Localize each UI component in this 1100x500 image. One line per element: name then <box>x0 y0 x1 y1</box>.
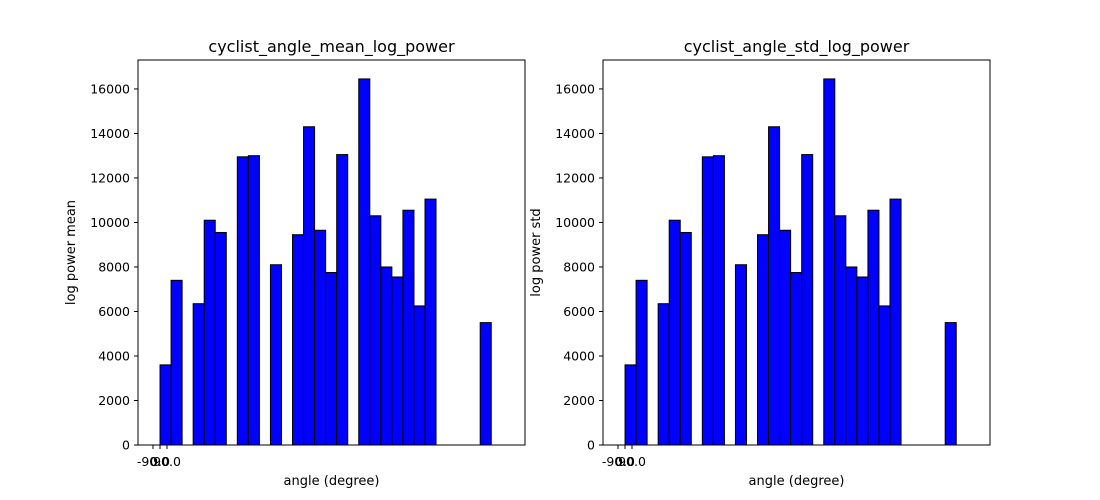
x-axis: -90.00.090.0 <box>602 445 646 469</box>
y-tick-label: 10000 <box>555 215 595 230</box>
y-tick-label: 12000 <box>90 170 130 185</box>
histogram-bar <box>944 322 957 446</box>
x-axis: -90.00.090.0 <box>137 445 181 469</box>
y-axis-label: log power mean <box>64 200 79 305</box>
x-axis-label: angle (degree) <box>749 474 845 489</box>
histogram-bar <box>358 78 371 446</box>
histogram-bar <box>269 264 282 446</box>
chart-title: cyclist_angle_std_log_power <box>684 37 910 57</box>
y-tick-label: 2000 <box>98 393 130 408</box>
histogram-bar <box>801 154 814 446</box>
histogram-bar <box>668 219 681 446</box>
histogram-bar <box>203 219 216 446</box>
histogram-bar <box>701 156 714 446</box>
bars <box>624 78 957 446</box>
histogram-bar <box>734 264 747 446</box>
y-tick-label: 12000 <box>555 170 595 185</box>
histogram-bar <box>790 272 803 446</box>
histogram-bar <box>624 364 637 446</box>
y-tick-label: 0 <box>587 438 595 453</box>
x-tick-label: 90.0 <box>153 454 181 469</box>
histogram-bar <box>159 364 172 446</box>
histogram-bar <box>823 78 836 446</box>
x-tick-label: -90.0 <box>137 454 169 469</box>
histogram-bar <box>757 234 770 446</box>
chart-std-log-power: cyclist_angle_std_log_power 0 2000 4000 6000… <box>529 37 991 489</box>
histogram-bar <box>369 215 382 446</box>
histogram-bar <box>303 126 316 446</box>
histogram-bar <box>214 231 227 446</box>
y-tick-label: 2000 <box>563 393 595 408</box>
histogram-bar <box>768 126 781 446</box>
histogram-bar <box>712 155 725 446</box>
chart-mean-log-power: cyclist_angle_mean_log_power 0 2000 4000 600… <box>64 37 526 489</box>
histogram-bar <box>889 198 902 446</box>
y-axis: 0 2000 4000 6000 8000 10000 12000 14000 16000 <box>90 81 138 453</box>
histogram-bar <box>236 156 249 446</box>
y-axis-label: log power std <box>529 208 544 296</box>
histogram-bar <box>635 279 648 446</box>
chart-title: cyclist_angle_mean_log_power <box>208 37 455 57</box>
y-axis: 0 2000 4000 6000 8000 10000 12000 14000 16000 <box>555 81 603 453</box>
x-tick-label: -90.0 <box>602 454 634 469</box>
histogram-bar <box>479 322 492 446</box>
y-tick-label: 14000 <box>555 126 595 141</box>
x-tick-label: 90.0 <box>618 454 646 469</box>
x-tick-label: 0.0 <box>615 454 635 469</box>
histogram-bar <box>845 266 858 446</box>
axes-frame <box>602 59 991 446</box>
axes-frame <box>137 59 526 446</box>
histogram-bar <box>192 303 205 446</box>
histogram-bar <box>292 234 305 446</box>
y-tick-label: 6000 <box>563 304 595 319</box>
histogram-bar <box>424 198 437 446</box>
y-tick-label: 16000 <box>90 81 130 96</box>
histogram-bar <box>336 154 349 446</box>
y-tick-label: 4000 <box>98 348 130 363</box>
histogram-bar <box>679 231 692 446</box>
y-tick-label: 8000 <box>563 259 595 274</box>
histogram-bar <box>834 215 847 446</box>
histogram-bar <box>402 209 415 446</box>
histogram-bar <box>380 266 393 446</box>
histogram-bar <box>391 276 404 446</box>
y-tick-label: 6000 <box>98 304 130 319</box>
y-tick-label: 4000 <box>563 348 595 363</box>
y-tick-label: 16000 <box>555 81 595 96</box>
histogram-bar <box>856 276 869 446</box>
y-tick-label: 0 <box>122 438 130 453</box>
histogram-bar <box>247 155 260 446</box>
histogram-bar <box>657 303 670 446</box>
histogram-bar <box>779 229 792 446</box>
histogram-bar <box>170 279 183 446</box>
histogram-bar <box>325 272 338 446</box>
y-tick-label: 8000 <box>98 259 130 274</box>
histogram-bar <box>878 305 891 446</box>
histogram-bar <box>867 209 880 446</box>
histogram-bar <box>413 305 426 446</box>
histogram-bar <box>314 229 327 446</box>
y-tick-label: 14000 <box>90 126 130 141</box>
x-axis-label: angle (degree) <box>284 474 380 489</box>
x-tick-label: 0.0 <box>150 454 170 469</box>
bars <box>159 78 492 446</box>
y-tick-label: 10000 <box>90 215 130 230</box>
